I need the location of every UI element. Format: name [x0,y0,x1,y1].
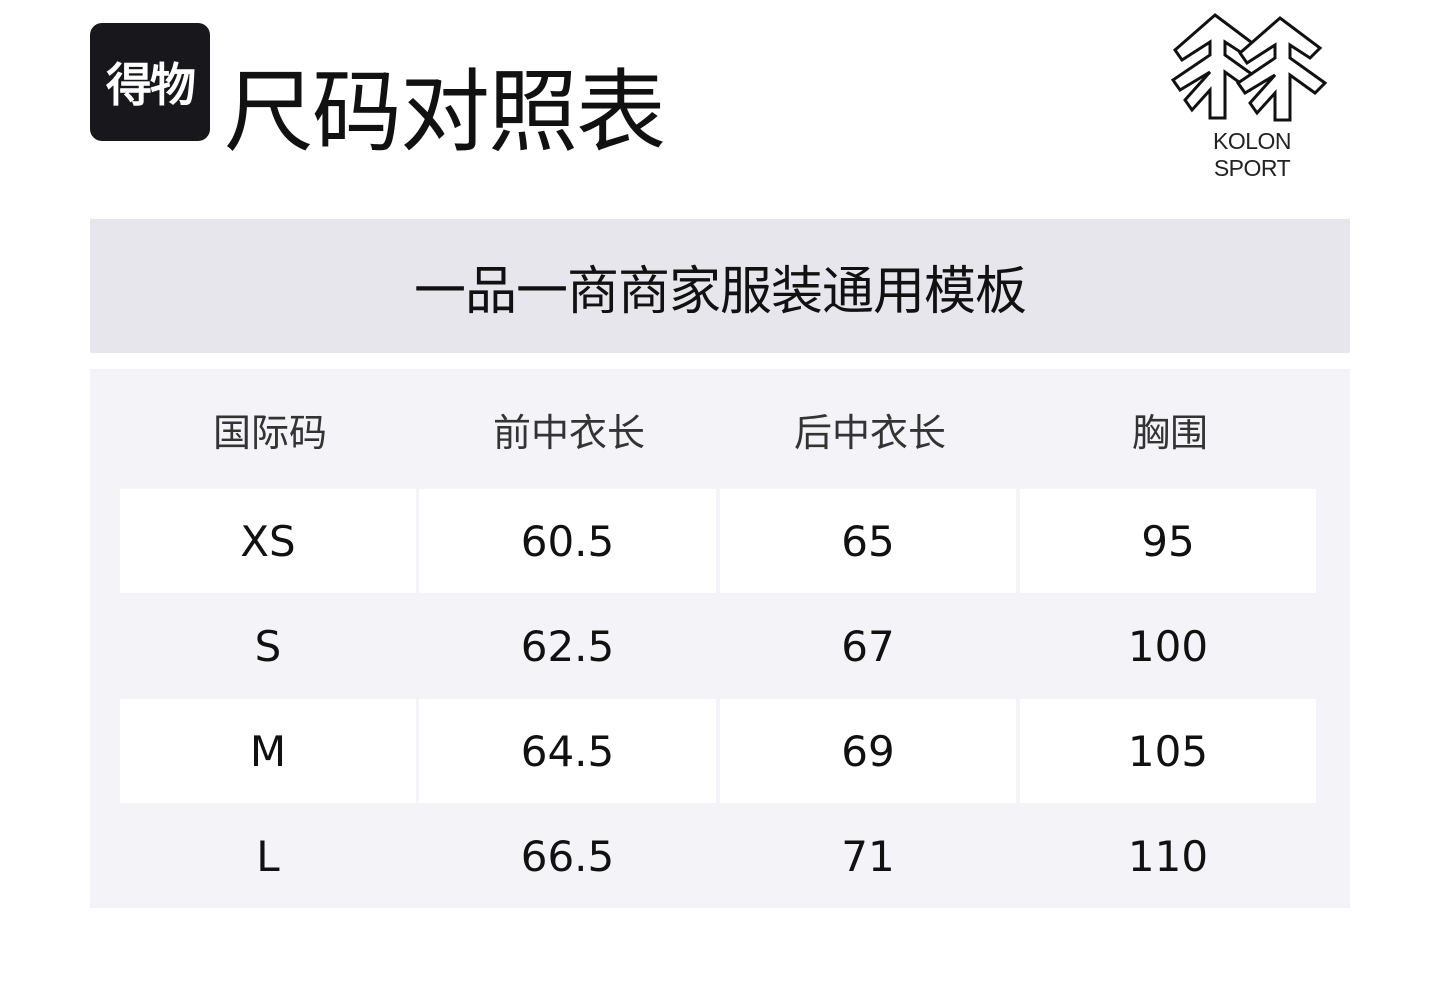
page-title: 尺码对照表 [224,60,666,165]
banner-text: 一品一商商家服装通用模板 [413,261,1027,322]
table-cell: 65 [720,489,1016,593]
table-cell: 60.5 [419,489,716,593]
column-header: 后中衣长 [793,410,946,455]
table-cell: 67 [841,621,895,671]
table-cell: S [254,621,282,671]
dewu-logo-text: 得物 [106,58,196,112]
kolon-sport-tree-logo-icon [1170,13,1328,122]
table-cell: 69 [720,699,1016,803]
table-cell: 100 [1127,621,1209,671]
table-cell: 105 [1020,699,1316,803]
table-cell: 62.5 [520,621,615,671]
table-cell: M [120,699,416,803]
table-cell: L [256,831,280,881]
column-header: 前中衣长 [492,410,645,455]
size-table: 国际码 前中衣长 后中衣长 胸围 XS 60.5 65 95 S 62.5 67 100 M 64… [90,369,1350,908]
brand-logo-text: KOLON SPORT [1212,128,1292,181]
template-banner: 一品一商商家服装通用模板 [90,219,1350,353]
table-cell: XS [120,489,416,593]
table-cell: 66.5 [520,831,615,881]
table-cell: 71 [841,831,895,881]
dewu-logo: 得物 [90,23,210,141]
column-header: 胸围 [1131,410,1208,455]
table-cell: 110 [1127,831,1209,881]
table-cell: 64.5 [419,699,716,803]
table-cell: 95 [1020,489,1316,593]
column-header: 国际码 [212,410,327,455]
